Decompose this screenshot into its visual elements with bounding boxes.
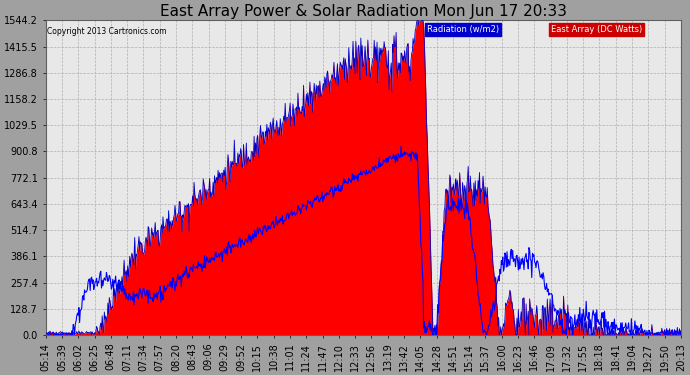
Title: East Array Power & Solar Radiation Mon Jun 17 20:33: East Array Power & Solar Radiation Mon J… — [160, 4, 566, 19]
Text: Radiation (w/m2): Radiation (w/m2) — [427, 25, 499, 34]
Text: East Array (DC Watts): East Array (DC Watts) — [551, 25, 642, 34]
Text: Copyright 2013 Cartronics.com: Copyright 2013 Cartronics.com — [47, 27, 166, 36]
